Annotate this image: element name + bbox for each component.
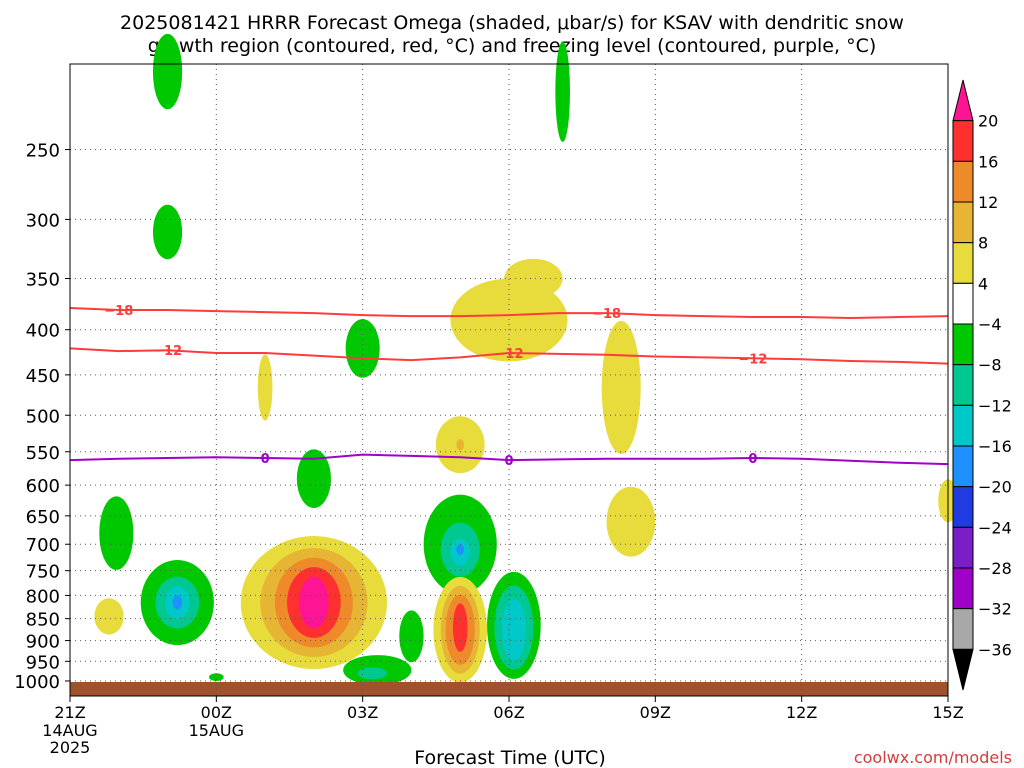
freezing-level-contour-line — [69, 453, 949, 466]
omega-region — [452, 603, 468, 652]
y-tick-label: 800 — [26, 586, 60, 607]
x-tick-sublabel: 2025 — [50, 738, 91, 757]
omega-region — [152, 33, 183, 110]
colorbar-swatch — [952, 486, 974, 528]
omega-colorbar: 20 16 12 8 4 −4 −8 −12 −16 −20 −24 −28 −32 −36 — [952, 79, 1012, 691]
y-tick-label: 250 — [26, 141, 60, 162]
y-tick-label: 550 — [26, 443, 60, 464]
colorbar-label: 12 — [978, 193, 998, 212]
dgz-contour-label: −18 — [104, 304, 133, 319]
omega-region — [501, 599, 527, 661]
dgz-contour-line — [69, 307, 949, 320]
y-tick-label: 1000 — [14, 672, 60, 693]
omega-region — [606, 486, 656, 557]
colorbar-swatch — [952, 445, 974, 488]
colorbar-label: −8 — [978, 356, 1002, 375]
colorbar-label: −4 — [978, 315, 1002, 334]
x-tick-label: 12Z — [786, 703, 817, 722]
chart-title-line2: growth region (contoured, red, °C) and f… — [148, 35, 877, 57]
omega-region — [456, 544, 465, 556]
y-tick-label: 700 — [26, 535, 60, 556]
y-tick-label: 850 — [26, 610, 60, 631]
colorbar-swatch — [952, 201, 974, 244]
colorbar-label: −16 — [978, 437, 1012, 456]
omega-region — [345, 319, 380, 378]
colorbar-label: −24 — [978, 518, 1012, 537]
x-tick-label: 03Z — [347, 703, 378, 722]
y-tick-label: 600 — [26, 476, 60, 497]
y-tick-label: 450 — [26, 366, 60, 387]
freezing-level-contour-label: 0 — [504, 454, 513, 469]
y-tick-label: 900 — [26, 632, 60, 653]
omega-region — [257, 354, 273, 421]
dgz-contour-label: −12 — [738, 352, 767, 367]
x-tick-label: 09Z — [640, 703, 671, 722]
omega-region — [357, 667, 388, 680]
colorbar-label: −36 — [978, 640, 1012, 659]
omega-region — [299, 576, 329, 629]
y-tick-label: 400 — [26, 321, 60, 342]
colorbar-swatch — [952, 282, 974, 325]
colorbar-swatch — [952, 160, 974, 203]
omega-region — [99, 496, 134, 570]
omega-region — [296, 449, 331, 508]
omega-region — [601, 320, 641, 455]
colorbar-label: 8 — [978, 234, 988, 253]
omega-region — [209, 673, 224, 681]
colorbar-label: 4 — [978, 274, 988, 293]
x-tick-label: 21Z — [54, 703, 85, 722]
omega-region — [94, 598, 124, 635]
colorbar-label: 16 — [978, 152, 998, 171]
omega-region — [399, 610, 424, 663]
colorbar-label: 20 — [978, 112, 998, 131]
x-tick-label: 00Z — [201, 703, 232, 722]
omega-shading — [94, 33, 958, 686]
colorbar-swatch — [952, 364, 974, 406]
temperature-contours: −18 −18 −12 −12 −12 0 0 0 — [69, 304, 949, 469]
omega-region — [555, 41, 570, 142]
colorbar-label: −28 — [978, 559, 1012, 578]
dgz-contour-line — [69, 347, 949, 365]
y-tick-label: 750 — [26, 562, 60, 583]
colorbar-swatch — [952, 404, 974, 447]
credit-text: coolwx.com/models — [854, 748, 1012, 767]
colorbar-swatch — [952, 323, 974, 366]
x-tick-sublabel: 15AUG — [189, 721, 244, 740]
chart-title-line1: 2025081421 HRRR Forecast Omega (shaded, … — [120, 12, 904, 34]
omega-region — [456, 439, 465, 451]
dgz-contour-label: −18 — [592, 307, 621, 322]
x-axis-label: Forecast Time (UTC) — [414, 747, 605, 768]
colorbar-label: −20 — [978, 478, 1012, 497]
omega-region — [172, 595, 183, 610]
y-tick-label: 500 — [26, 406, 60, 427]
x-tick-label: 15Z — [932, 703, 963, 722]
freezing-level-contour-label: 0 — [748, 452, 757, 467]
dgz-contour-label: −12 — [495, 347, 524, 362]
colorbar-swatch — [952, 242, 974, 284]
y-tick-label: 950 — [26, 652, 60, 673]
omega-region — [450, 278, 568, 362]
y-tick-label: 350 — [26, 270, 60, 291]
colorbar-swatch — [952, 567, 974, 610]
colorbar-top-arrow — [952, 79, 974, 122]
colorbar-bottom-arrow — [952, 648, 974, 691]
x-tick-sublabel: 14AUG — [42, 721, 97, 740]
dgz-contour-label: −12 — [153, 344, 182, 359]
pressure-axis: 2503003504004505005506006507007508008509… — [14, 141, 70, 693]
colorbar-label: −12 — [978, 396, 1012, 415]
y-tick-label: 650 — [26, 507, 60, 528]
freezing-level-contour-label: 0 — [261, 452, 270, 467]
omega-region — [152, 204, 183, 260]
y-tick-label: 300 — [26, 210, 60, 231]
colorbar-swatch — [952, 526, 974, 569]
colorbar-label: −32 — [978, 600, 1012, 619]
colorbar-swatch — [952, 608, 974, 650]
colorbar-swatch — [952, 120, 974, 162]
omega-region — [504, 258, 563, 299]
x-tick-label: 06Z — [493, 703, 524, 722]
